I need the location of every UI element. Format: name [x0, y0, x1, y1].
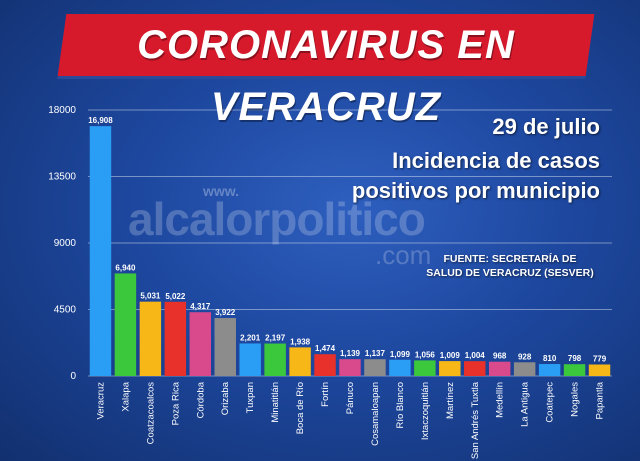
category-label: Orizaba [220, 381, 231, 415]
category-label: Ixtaczoquitlán [420, 382, 431, 440]
category-label: Minatitlán [270, 382, 281, 423]
category-label: Nogales [570, 382, 581, 417]
bar-value-label: 779 [593, 354, 607, 363]
bar-value-label: 928 [518, 352, 532, 361]
bar-value-label: 5,022 [165, 292, 186, 301]
category-labels: Veracruz Xalapa Coatzacoalcos Poza Rica Córd… [95, 381, 605, 459]
bar [139, 301, 162, 376]
bar [513, 362, 536, 376]
category-label: Tuxpan [245, 382, 256, 413]
category-label: Medellín [495, 382, 506, 418]
value-labels: 16,908 6,940 5,031 5,022 4,317 3,922 2,201 2,19… [88, 116, 607, 363]
source-line2: SALUD DE VERACRUZ (SESVER) [426, 267, 594, 279]
bar-value-label: 1,938 [290, 337, 311, 346]
category-label: Coatepec [545, 382, 556, 423]
y-tick-label: 9000 [54, 238, 77, 249]
bar [588, 364, 611, 376]
chart-subtitle-line1: Incidencia de casos [392, 148, 600, 173]
bar [488, 361, 511, 376]
bar-value-label: 810 [543, 354, 557, 363]
bar [164, 301, 187, 376]
bar-value-label: 4,317 [190, 302, 211, 311]
bar-value-label: 1,474 [315, 344, 336, 353]
bar [264, 343, 286, 376]
category-label: Poza Rica [170, 381, 181, 425]
bar [339, 359, 361, 376]
chart-bars [89, 126, 611, 377]
bar [464, 361, 486, 376]
category-label: Coatzacoalcos [145, 382, 156, 445]
bar [314, 354, 336, 376]
bar-value-label: 1,009 [440, 351, 461, 360]
banner-title: CORONAVIRUS EN VERACRUZ [137, 23, 515, 129]
bar [389, 359, 411, 376]
source-line1: FUENTE: SECRETARÍA DE [443, 253, 577, 265]
chart-subtitle-line2: positivos por municipio [351, 178, 600, 203]
bar-value-label: 1,056 [415, 350, 436, 359]
category-label: Boca de Río [295, 382, 306, 434]
bar-value-label: 1,099 [390, 350, 411, 359]
bar-value-label: 3,922 [215, 308, 236, 317]
bar [89, 126, 112, 377]
chart-date: 29 de julio [492, 114, 600, 139]
bar-value-label: 2,201 [240, 333, 261, 342]
y-tick-label: 18000 [48, 105, 76, 116]
source-note: FUENTE: SECRETARÍA DE SALUD DE VERACRUZ … [420, 252, 600, 280]
bar-value-label: 1,004 [465, 351, 486, 360]
category-label: San Andrés Tuxtla [470, 381, 481, 459]
bar [214, 318, 236, 376]
bar-value-label: 798 [568, 354, 582, 363]
category-label: Veracruz [95, 382, 106, 420]
category-label: Río Blanco [395, 382, 406, 428]
bar-value-label: 6,940 [115, 263, 136, 272]
category-label: Fortín [320, 382, 331, 407]
y-tick-label: 4500 [54, 305, 77, 316]
category-label: Martínez [445, 382, 456, 419]
bar [563, 364, 586, 376]
bar [364, 359, 386, 376]
bar-value-label: 2,197 [265, 334, 286, 343]
watermark-brand: alcalorpolitico [128, 193, 426, 245]
category-label: Papantla [595, 381, 606, 419]
bar-value-label: 968 [493, 352, 507, 361]
bar [414, 360, 436, 376]
bar-value-label: 1,139 [340, 349, 361, 358]
bar [538, 364, 561, 376]
watermark-prefix: www. [203, 183, 240, 199]
bar [439, 361, 461, 376]
bar [189, 312, 212, 376]
y-axis-ticks: 0 4500 9000 13500 18000 [48, 105, 76, 382]
bar-value-label: 5,031 [140, 292, 161, 301]
bar-value-label: 16,908 [88, 116, 113, 125]
category-label: Pánuco [345, 382, 356, 414]
category-label: Córdoba [195, 381, 206, 418]
bar [289, 347, 311, 376]
category-label: Xalapa [120, 381, 131, 411]
y-tick-label: 13500 [48, 172, 76, 183]
watermark-suffix: .com [375, 240, 432, 270]
bar [239, 343, 261, 376]
category-label: Cosamaloapan [370, 382, 381, 446]
bar [114, 273, 137, 376]
bar-value-label: 1,137 [365, 349, 386, 358]
y-tick-label: 0 [70, 371, 76, 382]
category-label: La Antigua [520, 381, 531, 427]
